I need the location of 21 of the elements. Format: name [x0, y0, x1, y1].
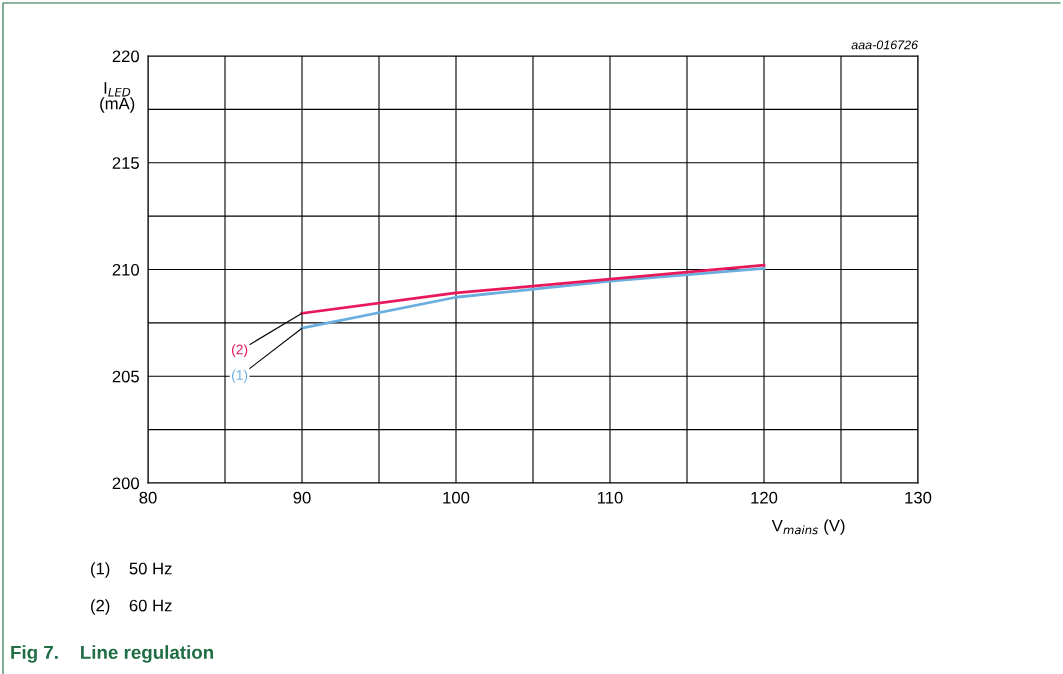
x-tick-label: 90 — [293, 491, 311, 504]
line-series — [300, 267, 766, 330]
x-tick-label: 110 — [597, 491, 623, 504]
text: (2) — [231, 344, 248, 358]
y-tick-label: 200 — [112, 477, 140, 490]
y-tick-label: 220 — [112, 50, 140, 63]
y-tick-label: 210 — [112, 263, 140, 276]
x-tick-label: 130 — [905, 491, 932, 504]
x-axis-title: V$_{mains}$ (V) — [771, 519, 845, 535]
text: aaa-016726 — [851, 40, 919, 50]
y-axis-title: I$_{LED}$ (mA) — [100, 82, 135, 113]
text: (2) 60 Hz — [91, 599, 172, 615]
text: Fig 7. Line regulation — [11, 645, 214, 663]
line-series — [300, 263, 766, 315]
text: (1) — [231, 369, 248, 383]
x-tick-label: 120 — [751, 491, 778, 504]
text: (1) 50 Hz — [91, 562, 172, 578]
y-tick-label: 215 — [112, 157, 139, 169]
y-tick-label: 205 — [112, 370, 139, 383]
x-tick-label: 80 — [139, 491, 157, 504]
x-tick-label: 100 — [443, 491, 470, 504]
